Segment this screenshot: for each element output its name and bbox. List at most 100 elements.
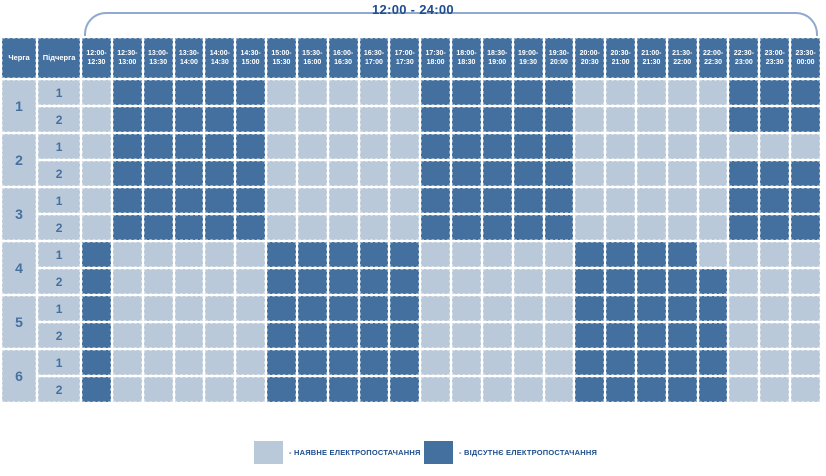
cell-outage (698, 350, 728, 375)
cell-supply (328, 215, 358, 240)
legend-supply-label: - НАЯВНЕ ЕЛЕКТРОПОСТАЧАННЯ (289, 448, 421, 457)
cell-supply (513, 296, 543, 321)
legend-item-outage: - ВІДСУТНЄ ЕЛЕКТРОПОСТАЧАННЯ (424, 441, 597, 464)
cell-outage (636, 269, 666, 294)
cell-supply (452, 350, 481, 375)
legend-outage-label: - ВІДСУТНЄ ЕЛЕКТРОПОСТАЧАННЯ (459, 448, 598, 457)
cell-outage (328, 296, 358, 321)
cell-supply (729, 323, 759, 348)
cell-supply (82, 134, 111, 159)
cell-outage (636, 242, 666, 267)
cell-outage (267, 269, 296, 294)
cell-outage (390, 350, 420, 375)
cell-outage (729, 215, 759, 240)
cell-outage (667, 269, 697, 294)
cell-supply (143, 350, 173, 375)
cell-supply (698, 161, 728, 186)
cell-supply (267, 215, 296, 240)
cell-supply (606, 80, 635, 105)
cell-outage (791, 188, 820, 213)
cell-outage (482, 188, 512, 213)
cell-supply (297, 215, 327, 240)
schedule-row: 2 (2, 323, 820, 348)
cell-outage (729, 188, 759, 213)
cell-supply (359, 161, 389, 186)
schedule-row: 2 (2, 215, 820, 240)
cell-outage (236, 215, 266, 240)
cell-supply (143, 269, 173, 294)
cell-supply (606, 134, 635, 159)
cell-outage (143, 80, 173, 105)
cell-outage (606, 323, 635, 348)
cell-outage (112, 215, 142, 240)
cell-outage (544, 188, 574, 213)
cell-outage (482, 215, 512, 240)
cell-outage (636, 296, 666, 321)
cell-outage (513, 107, 543, 132)
schedule-row: 2 (2, 161, 820, 186)
cell-outage (359, 323, 389, 348)
subqueue-label: 1 (38, 350, 81, 375)
cell-supply (482, 242, 512, 267)
cell-outage (482, 107, 512, 132)
cell-outage (544, 107, 574, 132)
cell-outage (82, 269, 111, 294)
cell-outage (174, 161, 204, 186)
cell-supply (143, 377, 173, 402)
cell-supply (82, 80, 111, 105)
cell-outage (606, 377, 635, 402)
cell-outage (205, 215, 235, 240)
cell-outage (636, 377, 666, 402)
cell-outage (791, 161, 820, 186)
cell-supply (421, 269, 451, 294)
cell-supply (174, 296, 204, 321)
subqueue-label: 2 (38, 377, 81, 402)
cell-supply (760, 242, 790, 267)
cell-outage (544, 134, 574, 159)
cell-supply (328, 134, 358, 159)
cell-supply (575, 134, 605, 159)
cell-supply (636, 80, 666, 105)
cell-supply (174, 323, 204, 348)
cell-outage (359, 377, 389, 402)
cell-supply (482, 350, 512, 375)
cell-supply (236, 269, 266, 294)
cell-outage (544, 161, 574, 186)
cell-outage (575, 350, 605, 375)
cell-outage (174, 80, 204, 105)
cell-supply (267, 161, 296, 186)
cell-outage (513, 215, 543, 240)
cell-outage (729, 107, 759, 132)
queue-label: 6 (2, 350, 37, 402)
cell-supply (236, 296, 266, 321)
cell-supply (513, 323, 543, 348)
cell-outage (328, 269, 358, 294)
subqueue-label: 1 (38, 296, 81, 321)
cell-supply (667, 161, 697, 186)
cell-supply (82, 161, 111, 186)
time-slot-header: 17:00- 17:30 (390, 38, 420, 78)
cell-supply (575, 107, 605, 132)
cell-supply (760, 134, 790, 159)
cell-supply (544, 350, 574, 375)
cell-supply (112, 269, 142, 294)
cell-supply (297, 80, 327, 105)
cell-outage (760, 80, 790, 105)
cell-supply (359, 134, 389, 159)
cell-outage (606, 242, 635, 267)
cell-supply (267, 134, 296, 159)
time-slot-header: 20:30- 21:00 (606, 38, 635, 78)
queue-column-header: Черга (2, 38, 37, 78)
time-slot-header: 13:30- 14:00 (174, 38, 204, 78)
cell-supply (359, 80, 389, 105)
cell-outage (143, 161, 173, 186)
cell-supply (544, 296, 574, 321)
subqueue-label: 1 (38, 188, 81, 213)
cell-outage (390, 296, 420, 321)
subqueue-label: 2 (38, 107, 81, 132)
cell-supply (236, 350, 266, 375)
cell-supply (791, 296, 820, 321)
